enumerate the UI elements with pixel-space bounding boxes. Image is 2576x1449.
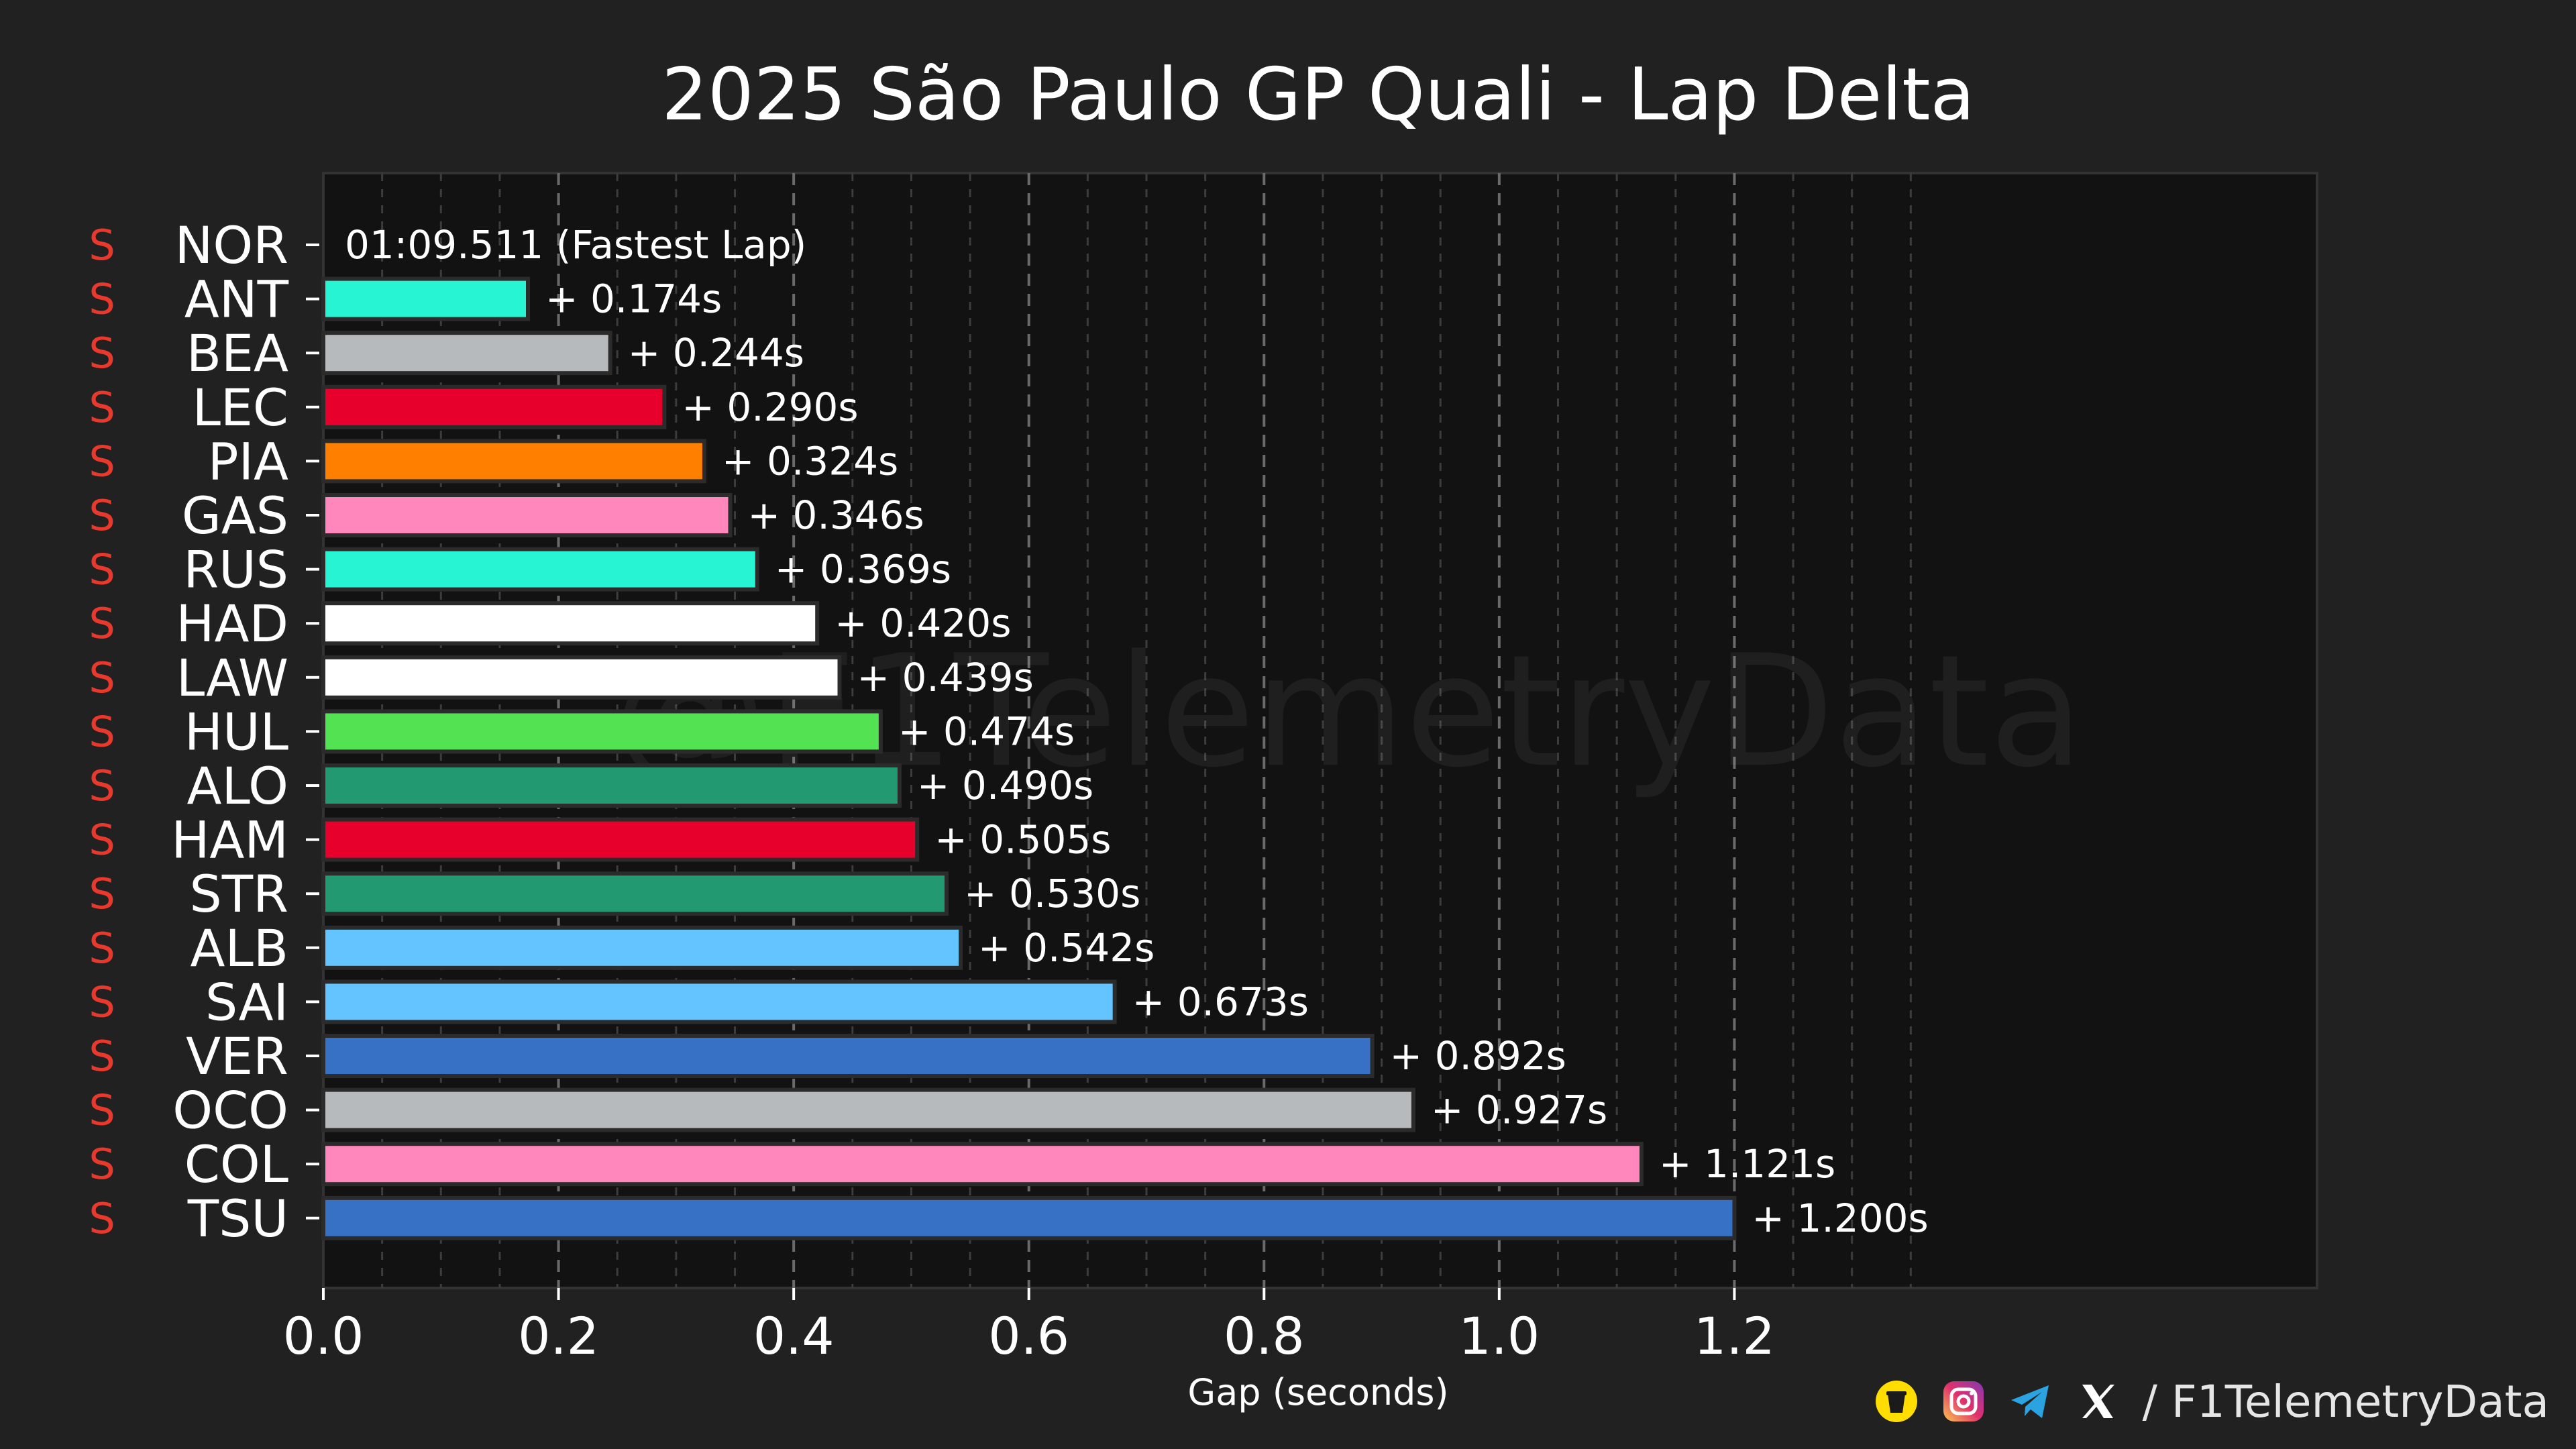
buy-me-a-coffee-icon[interactable] bbox=[1874, 1379, 1919, 1424]
bar-label-lec: + 0.290s bbox=[682, 384, 858, 430]
bar-had bbox=[321, 601, 820, 646]
tyre-compound-label: S bbox=[89, 491, 115, 540]
x-tick-label: 0.4 bbox=[753, 1306, 835, 1366]
bar-label-law: + 0.439s bbox=[857, 655, 1034, 700]
y-tick-label-str: STR bbox=[190, 864, 288, 924]
y-tick-label-alb: ALB bbox=[191, 918, 288, 978]
bar-label-rus: + 0.369s bbox=[775, 547, 951, 592]
x-tick-label: 0.6 bbox=[988, 1306, 1069, 1366]
y-tick-label-ver: VER bbox=[186, 1026, 288, 1086]
tyre-compound-label: S bbox=[89, 869, 115, 918]
x-tick-label: 0.2 bbox=[518, 1306, 599, 1366]
tyre-compound-label: S bbox=[89, 924, 115, 973]
bar-gas bbox=[321, 493, 733, 537]
bar-label-pia: + 0.324s bbox=[722, 438, 898, 484]
bar-ver bbox=[321, 1034, 1375, 1078]
footer: / F1TelemetryData bbox=[1874, 1364, 2549, 1438]
bar-label-ver: + 0.892s bbox=[1390, 1033, 1566, 1079]
x-tick-label: 1.2 bbox=[1694, 1306, 1775, 1366]
bar-rus bbox=[321, 547, 759, 592]
bar-label-alb: + 0.542s bbox=[978, 925, 1155, 971]
bar-hul bbox=[321, 709, 883, 754]
bar-label-sai: + 0.673s bbox=[1132, 979, 1309, 1024]
tyre-compound-label: S bbox=[89, 761, 115, 810]
bar-label-col: + 1.121s bbox=[1659, 1141, 1835, 1187]
bar-pia bbox=[321, 439, 706, 484]
tyre-compound-label: S bbox=[89, 1032, 115, 1081]
bar-bea bbox=[321, 331, 612, 376]
y-tick-label-rus: RUS bbox=[183, 540, 288, 600]
footer-handle[interactable]: / F1TelemetryData bbox=[2142, 1375, 2549, 1428]
tyre-compound-label: S bbox=[89, 221, 115, 270]
bar-label-had: + 0.420s bbox=[835, 600, 1011, 646]
tyre-compound-label: S bbox=[89, 1086, 115, 1135]
chart-title: 2025 São Paulo GP Quali - Lap Delta bbox=[661, 53, 1974, 137]
tyre-compound-label: S bbox=[89, 275, 115, 324]
y-tick-label-hul: HUL bbox=[184, 702, 288, 761]
bar-labels: 01:09.511 (Fastest Lap) + 0.174s + 0.244s +… bbox=[345, 222, 1929, 1241]
x-tick-label: 1.0 bbox=[1458, 1306, 1540, 1366]
bar-label-nor: 01:09.511 (Fastest Lap) bbox=[345, 222, 806, 268]
tyre-compound-label: S bbox=[89, 545, 115, 594]
bar-label-gas: + 0.346s bbox=[747, 492, 924, 538]
y-tick-label-gas: GAS bbox=[182, 486, 288, 545]
tyre-compound-label: S bbox=[89, 816, 115, 865]
bar-sai bbox=[321, 979, 1117, 1024]
bar-alb bbox=[321, 925, 963, 970]
tyre-compound-label: S bbox=[89, 707, 115, 756]
bar-label-bea: + 0.244s bbox=[628, 330, 804, 376]
bar-label-oco: + 0.927s bbox=[1431, 1087, 1607, 1133]
tyre-compound-label: S bbox=[89, 1194, 115, 1243]
tyre-compound-label: S bbox=[89, 653, 115, 702]
bar-label-str: + 0.530s bbox=[964, 871, 1140, 916]
x-axis-label: Gap (seconds) bbox=[1187, 1371, 1448, 1413]
x-icon[interactable] bbox=[2076, 1379, 2120, 1424]
y-tick-label-ham: HAM bbox=[171, 810, 288, 870]
telegram-icon[interactable] bbox=[2008, 1379, 2053, 1424]
y-tick-label-col: COL bbox=[184, 1134, 288, 1194]
bar-str bbox=[321, 871, 949, 916]
instagram-icon[interactable] bbox=[1941, 1379, 1986, 1424]
tyre-compound-label: S bbox=[89, 1140, 115, 1189]
tyre-compound-label: S bbox=[89, 383, 115, 432]
y-tick-label-alo: ALO bbox=[187, 756, 288, 816]
bar-label-ham: + 0.505s bbox=[934, 817, 1111, 863]
y-tick-label-oco: OCO bbox=[172, 1081, 288, 1140]
bar-label-ant: + 0.174s bbox=[545, 276, 722, 322]
y-axis: NOR S ANT S BEA S LEC S PIA S GAS S RUS S HAD S LAW S HUL S… bbox=[89, 215, 319, 1248]
bar-col bbox=[321, 1142, 1644, 1187]
bars bbox=[321, 276, 1737, 1240]
bar-label-hul: + 0.474s bbox=[898, 708, 1075, 754]
y-tick-label-tsu: TSU bbox=[187, 1189, 288, 1248]
bar-law bbox=[321, 655, 842, 700]
tyre-compound-label: S bbox=[89, 599, 115, 648]
bar-ant bbox=[321, 276, 530, 321]
x-tick-label: 0.0 bbox=[283, 1306, 364, 1366]
y-tick-label-bea: BEA bbox=[186, 323, 288, 383]
y-tick-label-nor: NOR bbox=[175, 215, 288, 275]
tyre-compound-label: S bbox=[89, 977, 115, 1026]
tyre-compound-label: S bbox=[89, 329, 115, 378]
y-tick-label-had: HAD bbox=[176, 594, 288, 653]
bar-lec bbox=[321, 384, 667, 429]
bar-label-tsu: + 1.200s bbox=[1752, 1195, 1928, 1241]
bar-oco bbox=[321, 1087, 1415, 1132]
bar-label-alo: + 0.490s bbox=[917, 763, 1093, 808]
y-tick-label-pia: PIA bbox=[208, 431, 288, 491]
bar-tsu bbox=[321, 1195, 1737, 1240]
y-tick-label-sai: SAI bbox=[205, 972, 288, 1032]
y-tick-label-lec: LEC bbox=[193, 378, 288, 437]
y-tick-label-law: LAW bbox=[176, 648, 288, 708]
bar-alo bbox=[321, 763, 902, 808]
bar-ham bbox=[321, 817, 920, 862]
tyre-compound-label: S bbox=[89, 437, 115, 486]
x-tick-label: 0.8 bbox=[1224, 1306, 1305, 1366]
y-tick-label-ant: ANT bbox=[184, 270, 289, 329]
x-axis: 0.0 0.2 0.4 0.6 0.8 1.0 1.2 bbox=[283, 1288, 1775, 1366]
